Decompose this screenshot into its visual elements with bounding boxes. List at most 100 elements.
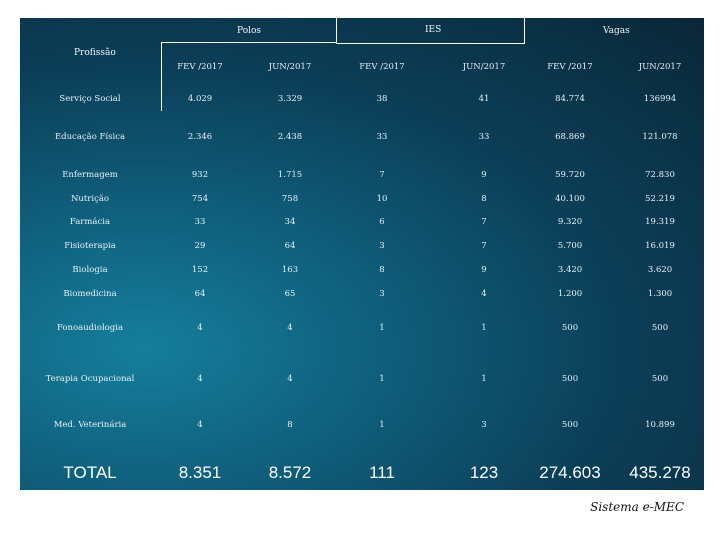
- table-cell: 8: [379, 265, 385, 275]
- table-row: Biomedicina 64 65 3 4 1.200 1.300: [20, 289, 704, 305]
- table-cell: 41: [478, 94, 490, 104]
- source-note: Sistema e-MEC: [590, 500, 684, 514]
- period-header: FEV /2017: [359, 62, 405, 72]
- period-header: JUN/2017: [268, 62, 312, 72]
- table-cell: 500: [561, 374, 579, 384]
- table-cell: 500: [561, 323, 579, 333]
- table-cell: 9.320: [557, 217, 583, 227]
- table-cell: 500: [561, 420, 579, 430]
- table-cell: 7: [481, 217, 487, 227]
- table-cell: 758: [281, 194, 299, 204]
- table-cell: 2.346: [187, 132, 213, 142]
- group-header-polos: Polos: [237, 26, 262, 36]
- table-panel: Polos IES Vagas Profissão FEV /2017 JUN/…: [20, 18, 704, 490]
- table-cell: 1: [379, 323, 385, 333]
- table-cell: 7: [481, 241, 487, 251]
- table-cell: 33: [376, 132, 388, 142]
- header-divider-ies: [524, 18, 525, 44]
- table-cell: 34: [284, 217, 296, 227]
- table-cell: 3.420: [557, 265, 583, 275]
- table-row: Biologia 152 163 8 9 3.420 3.620: [20, 265, 704, 281]
- table-cell: 932: [191, 170, 209, 180]
- total-value: 8.572: [268, 463, 312, 482]
- table-row: Fonoaudiologia 4 4 1 1 500 500: [20, 323, 704, 339]
- table-cell: 6: [379, 217, 385, 227]
- table-cell: 5.700: [557, 241, 583, 251]
- table-cell: 163: [281, 265, 299, 275]
- table-cell: 4.029: [187, 94, 213, 104]
- table-cell: 4: [287, 374, 293, 384]
- header-divider-polos: [336, 18, 337, 43]
- table-cell: 136994: [643, 94, 677, 104]
- row-label: Fisioterapia: [64, 241, 116, 251]
- table-cell: 4: [197, 374, 203, 384]
- row-label: Biologia: [72, 265, 108, 275]
- table-cell: 121.078: [642, 132, 678, 142]
- table-row: Fisioterapia 29 64 3 7 5.700 16.019: [20, 241, 704, 257]
- period-header: FEV /2017: [547, 62, 593, 72]
- table-cell: 3: [481, 420, 487, 430]
- row-label: Nutrição: [70, 194, 110, 204]
- period-header: JUN/2017: [638, 62, 682, 72]
- table-row: Terapia Ocupacional 4 4 1 1 500 500: [20, 374, 704, 390]
- table-cell: 152: [191, 265, 209, 275]
- table-cell: 7: [379, 170, 385, 180]
- header-underline-ies: [336, 43, 524, 44]
- table-cell: 64: [194, 289, 206, 299]
- table-row: Enfermagem 932 1.715 7 9 59.720 72.830: [20, 170, 704, 186]
- table-cell: 16.019: [645, 241, 675, 251]
- total-value: 274.603: [539, 463, 601, 482]
- table-cell: 40.100: [555, 194, 585, 204]
- table-row: Med. Veterinária 4 8 1 3 500 10.899: [20, 420, 704, 436]
- table-cell: 64: [284, 241, 296, 251]
- table-cell: 9: [481, 265, 487, 275]
- table-cell: 19.319: [645, 217, 675, 227]
- table-cell: 29: [194, 241, 206, 251]
- total-value: 111: [369, 463, 395, 482]
- table-cell: 1.200: [557, 289, 583, 299]
- period-header: JUN/2017: [462, 62, 506, 72]
- row-label: Enfermagem: [62, 170, 118, 180]
- table-cell: 9: [481, 170, 487, 180]
- table-cell: 4: [197, 323, 203, 333]
- table-cell: 38: [376, 94, 388, 104]
- table-cell: 2.438: [277, 132, 303, 142]
- table-cell: 3: [379, 241, 385, 251]
- table-cell: 8: [481, 194, 487, 204]
- table-row: Farmácia 33 34 6 7 9.320 19.319: [20, 217, 704, 233]
- table-cell: 4: [287, 323, 293, 333]
- table-cell: 1: [481, 374, 487, 384]
- table-cell: 52.219: [645, 194, 675, 204]
- table-cell: 8: [287, 420, 293, 430]
- table-row: Serviço Social 4.029 3.329 38 41 84.774 136994: [20, 94, 704, 110]
- table-cell: 4: [481, 289, 487, 299]
- table-cell: 3.620: [647, 265, 673, 275]
- table-cell: 4: [197, 420, 203, 430]
- table-cell: 72.830: [645, 170, 675, 180]
- row-label: Farmácia: [69, 217, 111, 227]
- table-row: Nutrição 754 758 10 8 40.100 52.219: [20, 194, 704, 210]
- total-value: 435.278: [629, 463, 691, 482]
- total-label: TOTAL: [63, 463, 117, 482]
- table-cell: 3.329: [277, 94, 303, 104]
- period-header: FEV /2017: [177, 62, 223, 72]
- table-cell: 59.720: [555, 170, 585, 180]
- row-label: Biomedicina: [63, 289, 117, 299]
- table-cell: 65: [284, 289, 296, 299]
- total-value: 8.351: [178, 463, 222, 482]
- row-label: Med. Veterinária: [53, 420, 127, 430]
- row-label: Serviço Social: [59, 94, 121, 104]
- total-value: 123: [469, 463, 499, 482]
- table-cell: 84.774: [555, 94, 585, 104]
- table-cell: 1.300: [647, 289, 673, 299]
- table-cell: 33: [478, 132, 490, 142]
- total-row: TOTAL 8.351 8.572 111 123 274.603 435.27…: [20, 463, 704, 485]
- row-label: Educação Física: [54, 132, 126, 142]
- table-cell: 1: [379, 420, 385, 430]
- table-cell: 10: [376, 194, 388, 204]
- table-cell: 33: [194, 217, 206, 227]
- period-header-row: FEV /2017 JUN/2017 FEV /2017 JUN/2017 FE…: [20, 62, 704, 78]
- table-cell: 10.899: [645, 420, 675, 430]
- table-cell: 500: [651, 374, 669, 384]
- row-label: Fonoaudiologia: [56, 323, 124, 333]
